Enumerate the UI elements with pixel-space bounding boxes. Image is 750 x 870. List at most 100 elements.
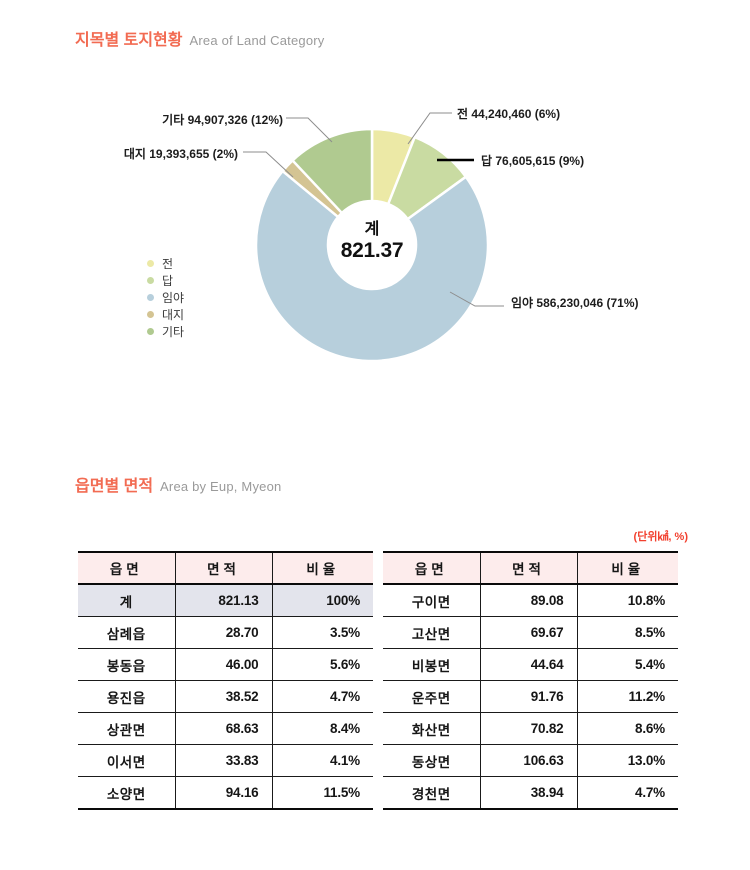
table-row-이서면: 이서면 33.83 4.1% (78, 744, 373, 777)
legend-dot-icon (147, 328, 154, 335)
table-row-비봉면: 비봉면 44.64 5.4% (383, 648, 678, 681)
cell-name: 용진읍 (78, 680, 176, 713)
legend-label: 임야 (162, 291, 185, 305)
legend-item-전: 전 (147, 255, 184, 272)
legend-dot-icon (147, 311, 154, 318)
cell-name: 고산면 (383, 616, 481, 649)
cell-area: 91.76 (480, 680, 578, 713)
callout-label-daeji: 대지 19,393,655 (2%) (123, 147, 238, 161)
cell-ratio: 8.4% (272, 712, 373, 745)
legend-label: 전 (162, 257, 174, 271)
header-area: 면적 (175, 552, 273, 585)
cell-name: 경천면 (383, 776, 481, 809)
table-row-운주면: 운주면 91.76 11.2% (383, 680, 678, 713)
legend-dot-icon (147, 260, 154, 267)
cell-area: 106.63 (480, 744, 578, 777)
legend-item-기타: 기타 (147, 323, 184, 340)
cell-ratio: 11.2% (577, 680, 678, 713)
cell-ratio: 11.5% (272, 776, 373, 809)
table-row-구이면: 구이면 89.08 10.8% (383, 584, 678, 617)
table-row-봉동읍: 봉동읍 46.00 5.6% (78, 648, 373, 681)
land-category-donut-chart: 기타 94,907,326 (12%) 대지 19,393,655 (2%) 전… (0, 85, 750, 395)
leader-line-gita (286, 117, 333, 143)
cell-ratio: 4.1% (272, 744, 373, 777)
cell-name: 구이면 (383, 584, 481, 617)
table-row-상관면: 상관면 68.63 8.4% (78, 712, 373, 745)
callout-label-gita: 기타 94,907,326 (12%) (162, 113, 283, 127)
cell-area: 46.00 (175, 648, 273, 681)
table-row-소양면: 소양면 94.16 11.5% (78, 776, 373, 809)
cell-name: 소양면 (78, 776, 176, 809)
section-title-ko: 지목별 토지현황 (75, 32, 183, 49)
legend-label: 답 (162, 274, 174, 288)
cell-name: 동상면 (383, 744, 481, 777)
table-row-삼례읍: 삼례읍 28.70 3.5% (78, 616, 373, 649)
section-title-land-category: 지목별 토지현황 Area of Land Category (75, 26, 325, 50)
cell-name: 화산면 (383, 712, 481, 745)
cell-ratio: 13.0% (577, 744, 678, 777)
legend-item-임야: 임야 (147, 289, 184, 306)
header-area: 면적 (480, 552, 578, 585)
cell-ratio: 10.8% (577, 584, 678, 617)
unit-note: (단위㎢, %) (633, 531, 688, 543)
cell-name: 봉동읍 (78, 648, 176, 681)
callout-label-dap: 답 76,605,615 (9%) (481, 154, 585, 168)
legend-label: 대지 (162, 308, 185, 322)
table-row-계: 계 821.13 100% (78, 584, 373, 617)
donut-slice-기타 (291, 127, 374, 215)
callout-label-jeon: 전 44,240,460 (6%) (457, 107, 561, 121)
cell-area: 44.64 (480, 648, 578, 681)
table-header-row: 읍면 면적 비율 (78, 552, 373, 585)
section-title-ko: 읍면별 면적 (75, 478, 154, 495)
cell-area: 33.83 (175, 744, 273, 777)
cell-area: 821.13 (175, 584, 273, 617)
cell-ratio: 5.4% (577, 648, 678, 681)
donut-center-value: 821.37 (340, 239, 404, 263)
donut-chart-svg (243, 112, 504, 363)
cell-name: 상관면 (78, 712, 176, 745)
header-eup-myeon: 읍면 (383, 552, 481, 585)
cell-area: 28.70 (175, 616, 273, 649)
cell-ratio: 5.6% (272, 648, 373, 681)
legend-item-대지: 대지 (147, 306, 184, 323)
cell-area: 94.16 (175, 776, 273, 809)
donut-center-label: 계 (364, 221, 380, 238)
leader-line-imya (449, 291, 504, 307)
cell-name: 운주면 (383, 680, 481, 713)
section-title-en: Area by Eup, Myeon (160, 479, 282, 494)
table-row-경천면: 경천면 38.94 4.7% (383, 776, 678, 809)
table-row-고산면: 고산면 69.67 8.5% (383, 616, 678, 649)
callout-label-imya: 임야 586,230,046 (71%) (511, 296, 639, 310)
table-row-화산면: 화산면 70.82 8.6% (383, 712, 678, 745)
cell-ratio: 100% (272, 584, 373, 617)
cell-name: 이서면 (78, 744, 176, 777)
table-row-용진읍: 용진읍 38.52 4.7% (78, 680, 373, 713)
legend-dot-icon (147, 277, 154, 284)
cell-area: 38.94 (480, 776, 578, 809)
legend-dot-icon (147, 294, 154, 301)
header-ratio: 비율 (272, 552, 373, 585)
section-title-eup-myeon: 읍면별 면적 Area by Eup, Myeon (75, 472, 281, 496)
cell-area: 38.52 (175, 680, 273, 713)
cell-ratio: 4.7% (577, 776, 678, 809)
table-header-row: 읍면 면적 비율 (383, 552, 678, 585)
cell-ratio: 4.7% (272, 680, 373, 713)
header-eup-myeon: 읍면 (78, 552, 176, 585)
area-table-left: 읍면 면적 비율 계 821.13 100% 삼례읍 28.70 3.5% 봉동읍 46.00… (78, 551, 373, 810)
section-title-en: Area of Land Category (189, 33, 325, 48)
cell-name: 계 (78, 584, 176, 617)
cell-area: 68.63 (175, 712, 273, 745)
cell-ratio: 3.5% (272, 616, 373, 649)
cell-area: 89.08 (480, 584, 578, 617)
cell-name: 삼례읍 (78, 616, 176, 649)
legend-label: 기타 (162, 325, 185, 339)
cell-ratio: 8.5% (577, 616, 678, 649)
legend-item-답: 답 (147, 272, 184, 289)
cell-name: 비봉면 (383, 648, 481, 681)
leader-line-daeji (243, 151, 294, 178)
donut-center-total: 계 821.37 (292, 221, 452, 264)
area-table-right: 읍면 면적 비율 구이면 89.08 10.8% 고산면 69.67 8.5% 비봉면 44.… (383, 551, 678, 810)
table-row-동상면: 동상면 106.63 13.0% (383, 744, 678, 777)
